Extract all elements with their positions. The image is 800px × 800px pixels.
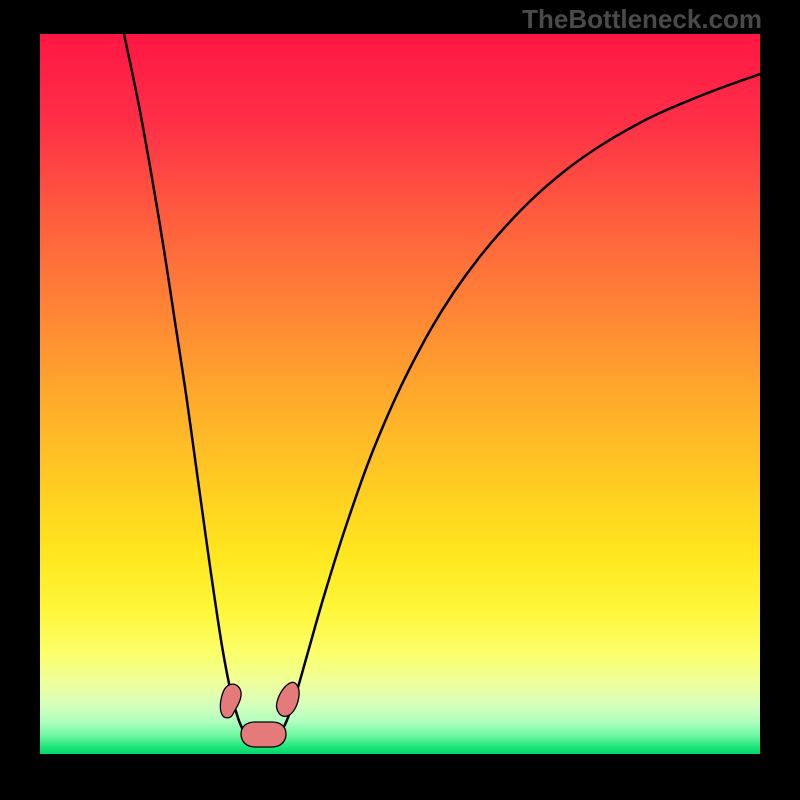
curve-right-branch xyxy=(280,74,760,734)
watermark-text: TheBottleneck.com xyxy=(522,4,762,35)
curve-overlay xyxy=(40,34,760,754)
marker-blob-0 xyxy=(220,684,241,718)
plot-area xyxy=(40,34,760,754)
marker-blob-1 xyxy=(277,682,300,716)
chart-container: TheBottleneck.com xyxy=(0,0,800,800)
marker-blob-2 xyxy=(241,722,286,747)
curve-left-branch xyxy=(124,34,245,734)
